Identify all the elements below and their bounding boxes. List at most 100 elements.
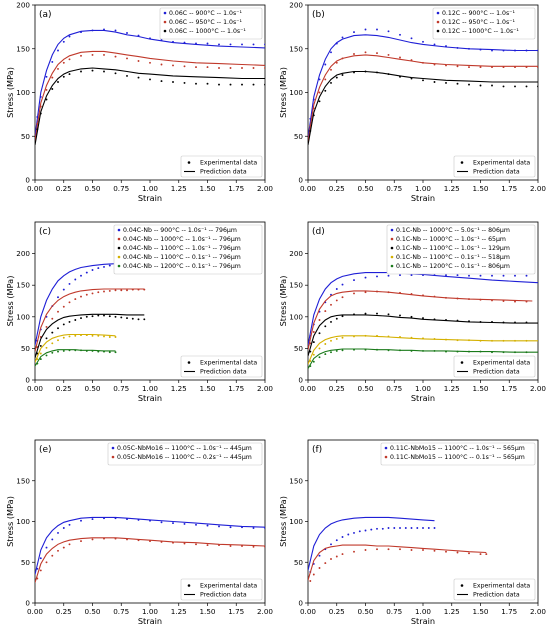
series-legend-label: 0.12C -- 950°C -- 1.0s⁻¹ — [442, 18, 515, 26]
experimental-point — [120, 316, 123, 319]
experimental-point — [39, 112, 42, 115]
experimental-point — [456, 65, 459, 68]
experimental-point — [160, 521, 163, 524]
experimental-point — [335, 299, 338, 302]
experimental-point — [525, 300, 528, 303]
x-tick-label: 0.25 — [56, 384, 72, 393]
experimental-point — [312, 114, 315, 117]
series-legend-box — [107, 442, 263, 466]
experimental-point — [387, 53, 390, 56]
legend-marker — [111, 455, 115, 459]
x-axis-label: Strain — [138, 193, 162, 203]
experimental-point — [479, 320, 482, 323]
experimental-point — [514, 274, 516, 277]
y-tick-label: 0 — [298, 599, 303, 608]
experimental-point — [318, 319, 321, 321]
experimental-point — [309, 580, 312, 582]
x-tick-label: 2.00 — [530, 184, 546, 193]
chart-panel: 0.00 0.25 0.50 0.75 1.00 1.25 1.50 1.75 2.00 0 50 1… — [278, 221, 546, 403]
prediction-legend-label: Prediction data — [200, 592, 247, 599]
experimental-point — [433, 274, 436, 277]
experimental-point — [91, 292, 94, 295]
experimental-point — [160, 80, 163, 83]
experimental-point — [108, 264, 111, 267]
experimental-point — [353, 292, 355, 295]
y-tick-label: 150 — [16, 44, 30, 53]
experimental-point — [114, 315, 117, 318]
experimental-point — [353, 335, 355, 338]
experimental-point — [97, 267, 100, 270]
x-tick-label: 0.75 — [386, 384, 402, 393]
legend-marker — [384, 446, 388, 450]
experimental-point — [433, 337, 436, 340]
prediction-line — [35, 349, 116, 367]
prediction-line — [308, 516, 435, 571]
experimental-point — [309, 342, 312, 345]
y-tick-label: 100 — [16, 517, 30, 526]
y-tick-label: 150 — [289, 476, 303, 485]
experimental-point — [341, 36, 344, 39]
prediction-line — [35, 67, 265, 146]
experimental-point — [330, 303, 332, 306]
experimental-point — [491, 84, 493, 87]
experimental-point — [335, 288, 338, 290]
series-legend-box — [159, 7, 263, 40]
experimental-point — [103, 335, 105, 338]
x-tick-label: 0.00 — [300, 607, 316, 616]
experimental-point — [514, 66, 516, 69]
experimental-point — [445, 45, 447, 48]
datatype-legend-box — [180, 578, 263, 601]
experimental-point — [137, 288, 140, 291]
x-tick-label: 1.00 — [415, 184, 431, 193]
experimental-marker — [187, 161, 191, 164]
experimental-point — [479, 274, 482, 277]
series-legend-label: 0.04C-Nb -- 1000°C -- 1.0s⁻¹ -- 796μm — [123, 235, 241, 243]
chart-panel: 0.00 0.25 0.50 0.75 1.00 1.25 1.50 1.75 2.00 0 50 1… — [5, 1, 273, 204]
experimental-point — [324, 325, 327, 328]
experimental-point — [341, 296, 344, 299]
x-tick-label: 1.50 — [472, 384, 488, 393]
x-tick-label: 0.75 — [113, 607, 129, 616]
experimental-point — [195, 42, 197, 45]
experimental-point — [91, 315, 94, 318]
series-legend: 0.06C -- 900°C -- 1.0s⁻¹0.06C -- 950°C -… — [159, 7, 263, 40]
y-tick-label: 50 — [21, 344, 31, 353]
experimental-point — [39, 569, 42, 572]
experimental-point — [126, 32, 128, 34]
experimental-point — [39, 344, 42, 347]
experimental-point — [318, 78, 321, 81]
experimental-point — [97, 350, 100, 353]
experimental-point — [422, 79, 424, 82]
legend-marker — [390, 228, 394, 232]
x-tick-label: 0.50 — [357, 184, 373, 193]
experimental-point — [479, 48, 482, 51]
chart-panel: 0.00 0.25 0.50 0.75 1.00 1.25 1.50 1.75 2.00 0 50 1… — [278, 439, 546, 626]
legend-marker — [163, 11, 167, 15]
experimental-point — [80, 274, 82, 277]
experimental-point — [103, 290, 105, 293]
series-legend-label: 0.04C-Nb -- 900°C -- 1.0s⁻¹ -- 796μm — [123, 226, 237, 234]
experimental-point — [525, 85, 528, 88]
experimental-point — [137, 318, 140, 321]
experimental-point — [91, 349, 94, 352]
experimental-point — [381, 527, 384, 530]
experimental-point — [376, 348, 378, 351]
experimental-point — [456, 46, 459, 49]
legend-marker — [390, 237, 394, 241]
experimental-point — [502, 321, 505, 324]
experimental-point — [252, 83, 255, 86]
experimental-point — [264, 527, 265, 529]
legend-marker — [390, 264, 394, 268]
y-tick-label: 100 — [289, 312, 303, 321]
experimental-point — [387, 274, 390, 277]
experimental-point — [206, 66, 209, 69]
legend-marker — [163, 20, 167, 24]
experimental-point — [62, 323, 65, 326]
experimental-point — [206, 42, 209, 45]
y-tick-label: 100 — [16, 312, 30, 321]
experimental-point — [537, 49, 538, 52]
x-tick-label: 1.00 — [142, 607, 158, 616]
experimental-point — [491, 49, 493, 52]
experimental-point — [91, 69, 94, 72]
experimental-point — [387, 30, 390, 33]
